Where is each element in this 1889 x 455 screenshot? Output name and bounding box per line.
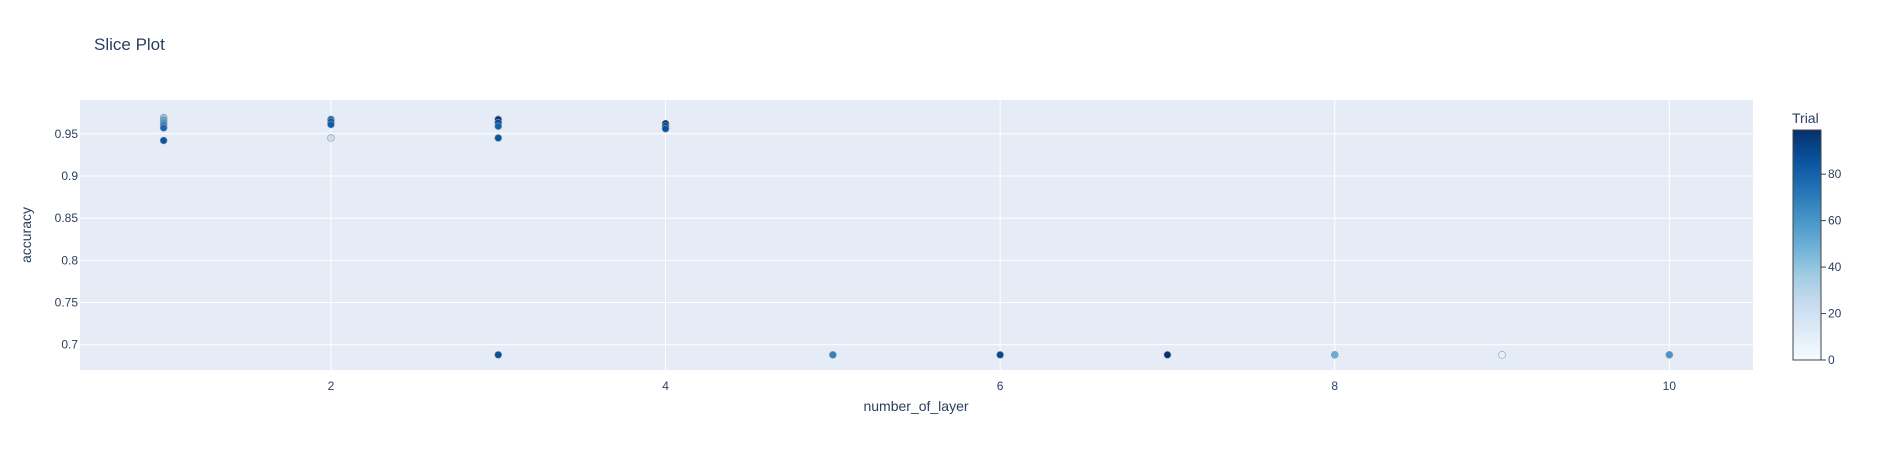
data-point[interactable]	[1498, 351, 1506, 359]
data-point[interactable]	[159, 136, 168, 145]
x-tick-label: 8	[1331, 379, 1338, 393]
data-point[interactable]	[1163, 351, 1172, 359]
data-point[interactable]	[159, 124, 168, 132]
data-point[interactable]	[996, 351, 1004, 359]
colorbar	[1792, 129, 1822, 361]
colorbar-tick-label: 20	[1828, 307, 1842, 321]
chart-title: Slice Plot	[94, 35, 165, 54]
x-tick-labels: 2 4 6 8 10	[328, 379, 1677, 393]
colorbar-tick-label: 60	[1828, 214, 1842, 228]
y-tick-label: 0.8	[61, 253, 78, 267]
x-tick-label: 2	[328, 379, 335, 393]
data-point[interactable]	[1330, 351, 1339, 359]
data-point[interactable]	[829, 351, 837, 359]
y-tick-label: 0.75	[55, 296, 79, 310]
data-point[interactable]	[494, 351, 503, 359]
x-axis-title: number_of_layer	[863, 398, 968, 414]
x-tick-label: 6	[997, 379, 1004, 393]
data-point[interactable]	[1665, 351, 1674, 359]
plot-background	[80, 100, 1753, 370]
data-point[interactable]	[661, 124, 670, 133]
colorbar-ticks: 0 20 40 60 80	[1821, 167, 1842, 367]
colorbar-tick-label: 40	[1828, 260, 1842, 274]
x-tick-label: 4	[662, 379, 669, 393]
y-tick-label: 0.85	[55, 211, 79, 225]
data-point[interactable]	[494, 134, 503, 142]
y-tick-label: 0.95	[55, 127, 79, 141]
x-tick-label: 10	[1663, 379, 1677, 393]
y-tick-label: 0.9	[61, 169, 78, 183]
grid-lines	[80, 100, 1753, 370]
y-tick-label: 0.7	[61, 338, 78, 352]
data-points	[159, 113, 1674, 359]
colorbar-tick-label: 0	[1828, 353, 1835, 367]
y-tick-labels: 0.7 0.75 0.8 0.85 0.9 0.95	[55, 127, 79, 352]
colorbar-tick-label: 80	[1828, 167, 1842, 181]
data-point[interactable]	[327, 134, 335, 142]
colorbar-title: Trial	[1792, 110, 1819, 126]
data-point[interactable]	[494, 122, 503, 130]
data-point[interactable]	[327, 120, 335, 129]
y-axis-title: accuracy	[18, 207, 34, 263]
